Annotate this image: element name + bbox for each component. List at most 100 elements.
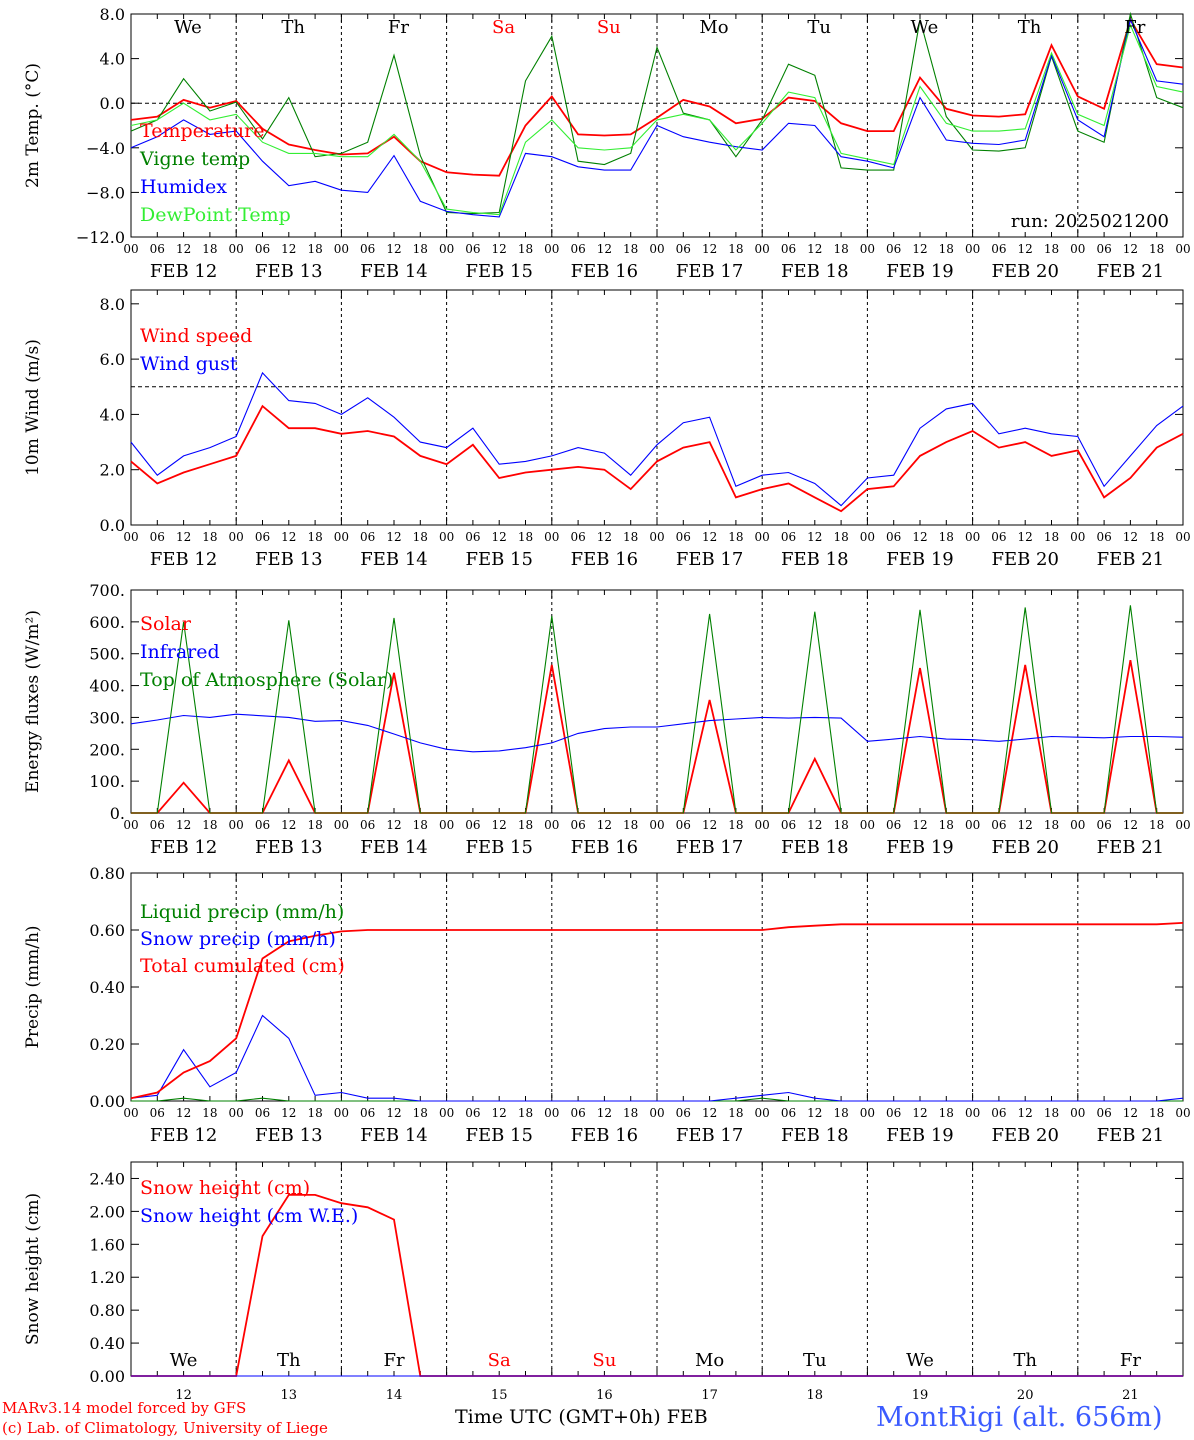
y-tick-label: 0.80: [89, 864, 125, 883]
hour-tick-label: 18: [518, 818, 533, 832]
y-tick-label: 6.0: [100, 350, 125, 369]
date-label: FEB 13: [255, 1125, 322, 1146]
hour-tick-label: 12: [1123, 242, 1138, 256]
hour-tick-label: 06: [676, 1106, 691, 1120]
hour-tick-label: 06: [676, 818, 691, 832]
hour-tick-label: 18: [307, 530, 322, 544]
y-axis-label: Snow height (cm): [23, 1193, 43, 1345]
day-number-label: 16: [596, 1388, 613, 1403]
day-number-label: 20: [1017, 1388, 1034, 1403]
hour-tick-label: 06: [465, 818, 480, 832]
hour-tick-label: 00: [229, 1106, 244, 1120]
hour-tick-label: 00: [860, 818, 875, 832]
hour-tick-label: 18: [202, 242, 217, 256]
hour-tick-label: 06: [360, 530, 375, 544]
hour-tick-label: 18: [939, 242, 954, 256]
hour-tick-label: 06: [991, 242, 1006, 256]
hour-tick-label: 18: [728, 242, 743, 256]
day-label: Tu: [807, 17, 831, 38]
hour-tick-label: 18: [1044, 242, 1059, 256]
hour-tick-label: 18: [307, 1106, 322, 1120]
hour-tick-label: 12: [912, 530, 927, 544]
y-tick-label: 0.40: [89, 1334, 125, 1353]
hour-tick-label: 18: [1044, 1106, 1059, 1120]
hour-tick-label: 06: [781, 242, 796, 256]
series-line: [130, 922, 1184, 1100]
y-tick-label: 4.0: [100, 50, 125, 69]
hour-tick-label: 12: [807, 242, 822, 256]
hour-tick-label: 12: [807, 530, 822, 544]
hour-tick-label: 18: [413, 818, 428, 832]
hour-tick-label: 06: [150, 242, 165, 256]
day-number-label: 12: [175, 1388, 192, 1403]
day-label: Fr: [383, 1350, 404, 1371]
hour-tick-label: 12: [492, 530, 507, 544]
hour-tick-label: 12: [281, 818, 296, 832]
y-tick-label: 600.: [89, 613, 125, 632]
y-tick-label: 4.0: [100, 405, 125, 424]
hour-tick-label: 06: [886, 242, 901, 256]
y-axis-label: Energy fluxes (W/m²): [23, 610, 43, 793]
hour-tick-label: 06: [570, 1106, 585, 1120]
model-credit: MARv3.14 model forced by GFS: [2, 1399, 247, 1417]
legend-entry: Snow height (cm): [140, 1177, 310, 1199]
day-number-label: 18: [807, 1388, 824, 1403]
y-tick-label: 2.00: [89, 1202, 125, 1221]
y-tick-label: 1.60: [89, 1235, 125, 1254]
hour-tick-label: 06: [991, 1106, 1006, 1120]
day-label: Tu: [803, 1350, 827, 1371]
hour-tick-label: 00: [229, 530, 244, 544]
hour-tick-label: 06: [570, 530, 585, 544]
hour-tick-label: 06: [991, 818, 1006, 832]
hour-tick-label: 12: [1018, 530, 1033, 544]
hour-tick-label: 00: [1070, 1106, 1085, 1120]
hour-tick-label: 12: [176, 530, 191, 544]
hour-tick-label: 06: [465, 1106, 480, 1120]
hour-tick-label: 00: [229, 242, 244, 256]
hour-tick-label: 12: [912, 1106, 927, 1120]
hour-tick-label: 00: [544, 242, 559, 256]
hour-tick-label: 06: [570, 818, 585, 832]
day-label: Fr: [1120, 1350, 1141, 1371]
hour-tick-label: 00: [755, 1106, 770, 1120]
hour-tick-label: 18: [518, 1106, 533, 1120]
legend-entry: Snow precip (mm/h): [140, 928, 336, 950]
hour-tick-label: 00: [439, 1106, 454, 1120]
hour-tick-label: 12: [386, 818, 401, 832]
legend-entry: Humidex: [140, 176, 227, 198]
date-label: FEB 19: [886, 837, 953, 858]
hour-tick-label: 06: [1096, 1106, 1111, 1120]
hour-tick-label: 00: [439, 242, 454, 256]
hour-tick-label: 06: [360, 1106, 375, 1120]
date-label: FEB 15: [465, 1125, 532, 1146]
day-label: We: [911, 17, 939, 38]
x-axis-title: Time UTC (GMT+0h): [455, 1406, 661, 1428]
hour-tick-label: 12: [702, 530, 717, 544]
hour-tick-label: 18: [939, 530, 954, 544]
hour-tick-label: 06: [991, 530, 1006, 544]
x-axis-label: Time UTC (GMT+0h) FEB: [455, 1406, 708, 1428]
hour-tick-label: 18: [307, 242, 322, 256]
hour-tick-label: 06: [1096, 818, 1111, 832]
hour-tick-label: 18: [1149, 1106, 1164, 1120]
date-label: FEB 15: [465, 837, 532, 858]
hour-tick-label: 00: [439, 818, 454, 832]
date-label: FEB 14: [360, 549, 427, 570]
hour-tick-label: 06: [1096, 530, 1111, 544]
series-line: [130, 371, 1184, 507]
hour-tick-label: 18: [1044, 530, 1059, 544]
x-axis-month: FEB: [666, 1406, 708, 1428]
day-number-label: 19: [912, 1388, 929, 1403]
hour-tick-label: 12: [176, 1106, 191, 1120]
legend-entry: Temperature: [140, 120, 264, 142]
hour-tick-label: 00: [334, 242, 349, 256]
hour-tick-label: 12: [702, 242, 717, 256]
y-tick-label: 1.20: [89, 1268, 125, 1287]
hour-tick-label: 00: [1175, 530, 1190, 544]
date-label: FEB 17: [676, 261, 743, 282]
lab-credit: (c) Lab. of Climatology, University of L…: [2, 1419, 328, 1437]
hour-tick-label: 18: [833, 818, 848, 832]
hour-tick-label: 18: [1149, 530, 1164, 544]
station-name: MontRigi (alt. 656m): [876, 1402, 1163, 1433]
hour-tick-label: 00: [965, 818, 980, 832]
